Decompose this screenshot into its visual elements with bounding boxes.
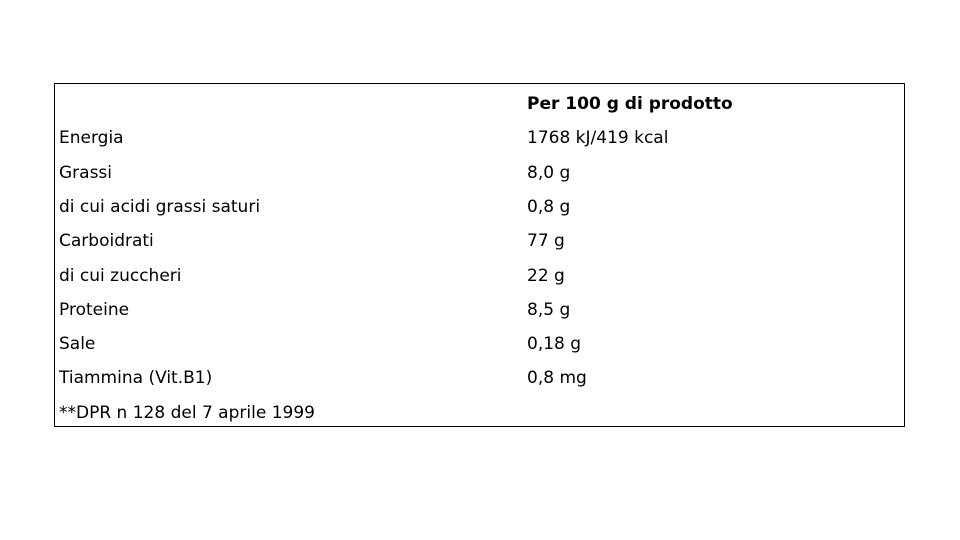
label-cell: Energia [59, 128, 124, 149]
table-row: Sale 0,18 g [55, 328, 904, 362]
nutrition-table: Per 100 g di prodotto Energia 1768 kJ/419 … [54, 83, 905, 427]
footnote: **DPR n 128 del 7 aprile 1999 [59, 402, 315, 423]
label-cell: di cui zuccheri [59, 265, 182, 286]
value-cell: 22 g [527, 265, 565, 286]
value-cell: 77 g [527, 231, 565, 252]
label-cell: Proteine [59, 299, 130, 320]
table-row: Proteine 8,5 g [55, 294, 904, 328]
label-cell: Tiammina (Vit.B1) [59, 368, 213, 389]
header-cell: Per 100 g di prodotto [527, 94, 733, 114]
table-row: di cui zuccheri 22 g [55, 260, 904, 294]
label-cell: di cui acidi grassi saturi [59, 196, 261, 217]
value-cell: 0,8 mg [527, 368, 587, 389]
value-cell: 8,5 g [527, 299, 571, 320]
table-row: Energia 1768 kJ/419 kcal [55, 122, 904, 156]
table-row: Grassi 8,0 g [55, 157, 904, 191]
table-row: Carboidrati 77 g [55, 225, 904, 259]
footnote-row: **DPR n 128 del 7 aprile 1999 [55, 397, 904, 431]
header-row: Per 100 g di prodotto [55, 88, 904, 122]
table-row: Tiammina (Vit.B1) 0,8 mg [55, 362, 904, 396]
label-cell: Carboidrati [59, 231, 154, 252]
value-cell: 1768 kJ/419 kcal [527, 128, 669, 149]
value-cell: 0,8 g [527, 196, 571, 217]
value-cell: 0,18 g [527, 334, 582, 355]
label-cell: Grassi [59, 162, 113, 183]
label-cell: Sale [59, 334, 96, 355]
value-cell: 8,0 g [527, 162, 571, 183]
table-row: di cui acidi grassi saturi 0,8 g [55, 191, 904, 225]
